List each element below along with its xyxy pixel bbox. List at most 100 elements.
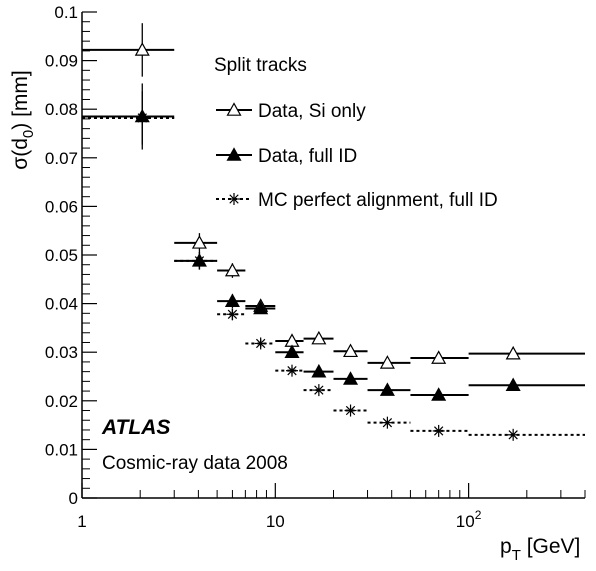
data-point (468, 428, 585, 441)
x-axis-label: pT [GeV] (500, 535, 580, 564)
legend-label: MC perfect alignment, full ID (258, 190, 498, 211)
asterisk-stroke (314, 385, 324, 395)
series-3 (82, 91, 585, 441)
asterisk-stroke (194, 256, 205, 266)
y-tick-label: 0.07 (45, 149, 78, 168)
legend-entry: Data, Si only (216, 101, 366, 122)
asterisk-marker (226, 308, 239, 321)
data-point (82, 23, 175, 77)
data-point (174, 252, 218, 270)
x-axis-label-sub: T (512, 547, 521, 564)
asterisk-marker (381, 416, 394, 429)
data-point (410, 387, 469, 401)
asterisk-stroke (229, 194, 239, 204)
y-tick-label: 0 (69, 489, 78, 508)
data-point (275, 344, 304, 358)
legend: Split tracks Data, Si only Data, full ID M… (214, 55, 498, 211)
asterisk-marker (228, 193, 240, 205)
series-layer (82, 23, 585, 441)
data-point (303, 363, 334, 378)
asterisk-stroke (508, 430, 518, 440)
y-tick-label: 0.06 (45, 197, 78, 216)
y-tick-label: 0.01 (45, 440, 78, 459)
asterisk-stroke (137, 113, 147, 123)
y-axis-label-post: ) [mm] (9, 70, 32, 129)
data-point (82, 83, 175, 150)
dataset-label: Cosmic-ray data 2008 (102, 453, 288, 474)
filled-triangle-marker (311, 363, 327, 378)
data-point (245, 337, 276, 350)
legend-label: Data, Si only (258, 101, 366, 122)
open-triangle-marker (134, 42, 150, 56)
filled-triangle-marker (226, 147, 242, 161)
x-tick-label-exponent: 2 (475, 508, 482, 522)
asterisk-marker (286, 364, 299, 377)
filled-triangle-marker (284, 344, 300, 358)
asterisk-stroke (434, 426, 444, 436)
filled-triangle-marker (505, 377, 521, 392)
data-point (275, 333, 304, 347)
asterisk-stroke (227, 309, 238, 319)
legend-entries: Data, Si only Data, full ID MC perfect ali… (216, 101, 498, 211)
data-point (245, 300, 276, 315)
x-tick-label-base: 10 (456, 512, 475, 531)
x-tick-label: 102 (456, 508, 482, 531)
open-triangle-marker (343, 343, 359, 358)
data-point (410, 424, 469, 437)
x-axis-label-post: [GeV] (521, 535, 581, 558)
data-point (367, 416, 411, 429)
asterisk-marker (193, 254, 206, 267)
x-tick-label: 1 (77, 512, 86, 531)
data-point (217, 262, 246, 278)
y-tick-label: 0.02 (45, 392, 78, 411)
data-point (303, 330, 334, 345)
x-tick-label-base: 10 (266, 512, 285, 531)
data-point (333, 371, 368, 385)
legend-label: Data, full ID (258, 146, 357, 167)
filled-triangle-marker (431, 387, 447, 401)
data-point (174, 233, 218, 253)
data-point (303, 384, 334, 397)
y-tick-label: 0.04 (45, 295, 78, 314)
axis-ticks: 0 0.01 0.02 0.03 0.04 0.05 0.06 0.07 0.08 0.09 0.1… (45, 3, 586, 531)
asterisk-marker (344, 404, 357, 417)
data-point (275, 364, 304, 377)
filled-triangle-marker (253, 300, 269, 315)
open-triangle-marker (311, 330, 327, 345)
asterisk-stroke (287, 366, 297, 376)
data-point (367, 382, 411, 396)
data-point (333, 343, 368, 358)
asterisk-marker (254, 337, 267, 350)
data-point (82, 91, 175, 145)
asterisk-marker (507, 428, 520, 441)
data-point (468, 377, 585, 392)
data-point (468, 345, 585, 360)
open-triangle-marker (505, 345, 521, 360)
legend-entry: MC perfect alignment, full ID (216, 190, 498, 211)
asterisk-marker (312, 384, 325, 397)
x-tick-label: 10 (266, 512, 285, 531)
x-axis-label-main: p (500, 535, 512, 558)
data-point (333, 404, 368, 417)
legend-title: Split tracks (214, 55, 307, 76)
y-tick-label: 0.09 (45, 52, 78, 71)
y-tick-label: 0.03 (45, 343, 78, 362)
y-axis-label-sub: 0 (20, 130, 37, 138)
open-triangle-marker (226, 102, 242, 116)
data-point (217, 308, 246, 321)
data-point (367, 355, 411, 369)
y-tick-label: 0.08 (45, 100, 78, 119)
open-triangle-marker (191, 235, 207, 249)
open-triangle-marker (431, 350, 447, 364)
asterisk-marker (136, 111, 149, 124)
filled-triangle-marker (343, 371, 359, 385)
x-tick-label-base: 1 (77, 512, 86, 531)
experiment-label: ATLAS (101, 416, 170, 439)
y-tick-label: 0.05 (45, 246, 78, 265)
y-axis-label: σ(d0) [mm] (9, 70, 37, 169)
asterisk-stroke (382, 418, 393, 428)
y-tick-label: 0.1 (54, 3, 78, 22)
asterisk-marker (432, 424, 445, 437)
asterisk-stroke (345, 405, 356, 416)
